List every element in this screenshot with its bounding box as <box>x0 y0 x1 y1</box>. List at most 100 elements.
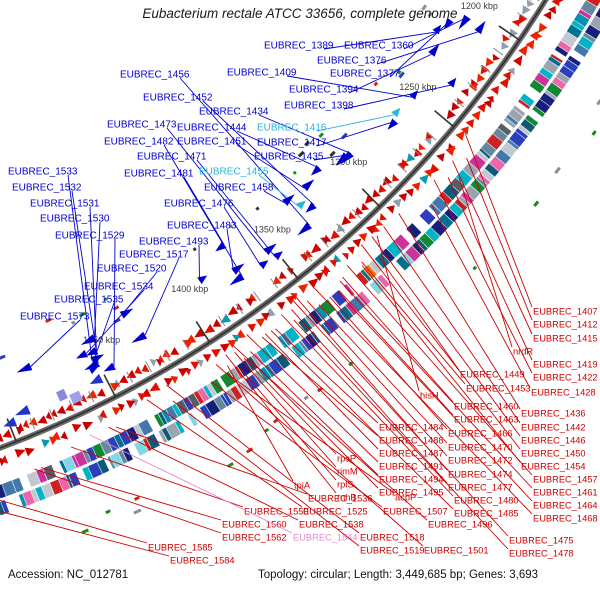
gene-label: nrdR <box>513 347 533 357</box>
gene-label: EUBREC_1533 <box>8 167 78 178</box>
gene-label: EUBREC_1471 <box>137 152 207 163</box>
gene-label: EUBREC_1422 <box>533 373 598 383</box>
gene-label: EUBREC_1496 <box>428 520 493 530</box>
gene-label: EUBREC_1573 <box>20 312 90 323</box>
gene-label: EUBREC_1436 <box>521 409 586 419</box>
gene-label: EUBREC_1562 <box>222 533 287 543</box>
gene-label: EUBREC_1520 <box>97 264 167 275</box>
gene-label: acpP <box>395 493 416 503</box>
gene-label: EUBREC_1376 <box>317 56 387 67</box>
gene-label: EUBREC_1412 <box>533 320 598 330</box>
gene-label: EUBREC_1452 <box>143 93 213 104</box>
gene-label: EUBREC_1478 <box>509 549 574 559</box>
gene-label: EUBREC_1457 <box>533 475 598 485</box>
gene-label: EUBREC_1535 <box>54 295 124 306</box>
gene-label: EUBREC_1454 <box>521 462 586 472</box>
gene-label: EUBREC_1394 <box>289 85 359 96</box>
gene-label: EUBREC_1560 <box>222 520 287 530</box>
gene-label: EUBREC_1517 <box>119 250 189 261</box>
gene-label: EUBREC_1507 <box>383 507 448 517</box>
gene-labels: EUBREC_1389 EUBREC_1360 EUBREC_1376 EUBREC_… <box>0 14 598 566</box>
gene-label: EUBREC_1483 <box>167 221 237 232</box>
scale-ticks: 1200 kbp 1250 kbp 1300 kbp 1350 kbp 1400 kbp… <box>6 0 540 443</box>
gene-label: EUBREC_1416 <box>257 123 327 134</box>
gene-label: EUBREC_1455 <box>199 167 269 178</box>
gene-label: EUBREC_1534 <box>84 282 154 293</box>
gene-label: EUBREC_1487 <box>379 449 444 459</box>
scale-tick-label: 1450 kbp <box>83 335 120 345</box>
gene-label: EUBREC_1480 <box>454 496 519 506</box>
gene-label: tpiA <box>294 481 311 491</box>
gene-label: EUBREC_1453 <box>466 384 531 394</box>
gene-label: EUBREC_1470 <box>448 443 513 453</box>
gene-label: EUBREC_1377 <box>330 69 400 80</box>
gene-label: EUBREC_1518 <box>360 533 425 543</box>
scale-tick-label: 1250 kbp <box>399 82 436 92</box>
gene-label: EUBREC_1525 <box>303 507 368 517</box>
extra-features <box>3 373 104 427</box>
gene-label: EUBREC_1466 <box>448 429 513 439</box>
gene-label: EUBREC_1495 <box>379 488 444 498</box>
gene-label: rimM <box>337 467 358 477</box>
gene-label: EUBREC_1491 <box>379 462 444 472</box>
gene-label: EUBREC_1476 <box>164 199 234 210</box>
gene-label: EUBREC_1485 <box>454 509 519 519</box>
gene-label: EUBREC_1468 <box>533 514 598 524</box>
gene-label: EUBREC_1409 <box>227 68 297 79</box>
gene-label: EUBREC_1435 <box>254 152 324 163</box>
gene-label: EUBREC_1450 <box>521 449 586 459</box>
gene-label: EUBREC_1531 <box>30 199 100 210</box>
gene-label: EUBREC_1536 <box>308 494 373 504</box>
accession-text: Accession: NC_012781 <box>8 569 129 581</box>
gene-label: EUBREC_1475 <box>509 536 574 546</box>
gene-label: EUBREC_1494 <box>379 475 444 485</box>
gene-label: rplS <box>337 480 354 490</box>
gene-label: EUBREC_1442 <box>521 423 586 433</box>
gene-label: EUBREC_1501 <box>424 546 489 556</box>
gene-label: EUBREC_1493 <box>139 237 209 248</box>
gene-label: EUBREC_1428 <box>531 388 596 398</box>
cds-track <box>0 0 564 467</box>
gene-label: EUBREC_1544 <box>293 533 358 543</box>
gene-label: EUBREC_1474 <box>448 470 513 480</box>
scale-tick-label: 1200 kbp <box>461 1 498 11</box>
gene-label: EUBREC_1434 <box>199 107 269 118</box>
gene-label: EUBREC_1481 <box>124 169 194 180</box>
gene-label: EUBREC_1415 <box>533 334 598 344</box>
gene-label: rpsP <box>337 454 356 464</box>
gene-label: EUBREC_1473 <box>107 120 177 131</box>
gene-label: EUBREC_1458 <box>204 183 274 194</box>
gene-label: EUBREC_1398 <box>284 101 354 112</box>
gene-label: EUBREC_1446 <box>521 436 586 446</box>
gene-label: EUBREC_1451 <box>177 137 247 148</box>
gene-label: EUBREC_1360 <box>344 41 414 52</box>
gene-label: EUBREC_1484 <box>379 423 444 433</box>
gene-label: EUBREC_1444 <box>177 123 247 134</box>
backbone <box>0 0 549 451</box>
gene-label: EUBREC_1584 <box>170 556 235 566</box>
scale-tick-label: 1350 kbp <box>254 224 291 234</box>
scale-tick-label: 1400 kbp <box>171 284 208 294</box>
gene-label: EUBREC_1464 <box>533 501 598 511</box>
gene-label: rnhB <box>337 493 357 503</box>
gene-label: hisH <box>420 391 439 401</box>
gene-label: EUBREC_1407 <box>533 307 598 317</box>
gene-label: EUBREC_1550 <box>244 507 309 517</box>
scale-tick-label: 1300 kbp <box>330 157 367 167</box>
gene-label: EUBREC_1529 <box>55 231 125 242</box>
gene-label: EUBREC_1488 <box>379 436 444 446</box>
genome-stats-text: Topology: circular; Length: 3,449,685 bp… <box>258 569 539 581</box>
gene-label: EUBREC_1456 <box>120 70 190 81</box>
gene-label: EUBREC_1419 <box>533 360 598 370</box>
gene-label: EUBREC_1585 <box>148 543 213 553</box>
gene-label: EUBREC_1477 <box>448 483 513 493</box>
gene-label: EUBREC_1417 <box>257 138 327 149</box>
gene-label: EUBREC_1461 <box>533 488 598 498</box>
gene-label: EUBREC_1482 <box>104 137 174 148</box>
gene-label: EUBREC_1389 <box>264 41 334 52</box>
gene-label: EUBREC_1460 <box>454 402 519 412</box>
gene-label: EUBREC_1532 <box>12 183 82 194</box>
